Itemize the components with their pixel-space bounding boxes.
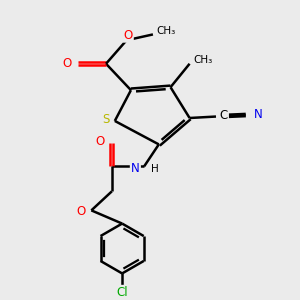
Text: O: O [95,135,104,148]
Text: O: O [123,28,133,41]
Text: O: O [76,205,86,218]
Text: O: O [62,57,72,70]
Text: C: C [220,110,228,122]
Text: N: N [254,108,262,121]
Text: S: S [102,113,110,126]
Text: Cl: Cl [116,286,128,299]
Text: CH₃: CH₃ [157,26,176,37]
Text: H: H [151,164,158,174]
Text: CH₃: CH₃ [193,55,212,65]
Text: N: N [131,162,140,175]
